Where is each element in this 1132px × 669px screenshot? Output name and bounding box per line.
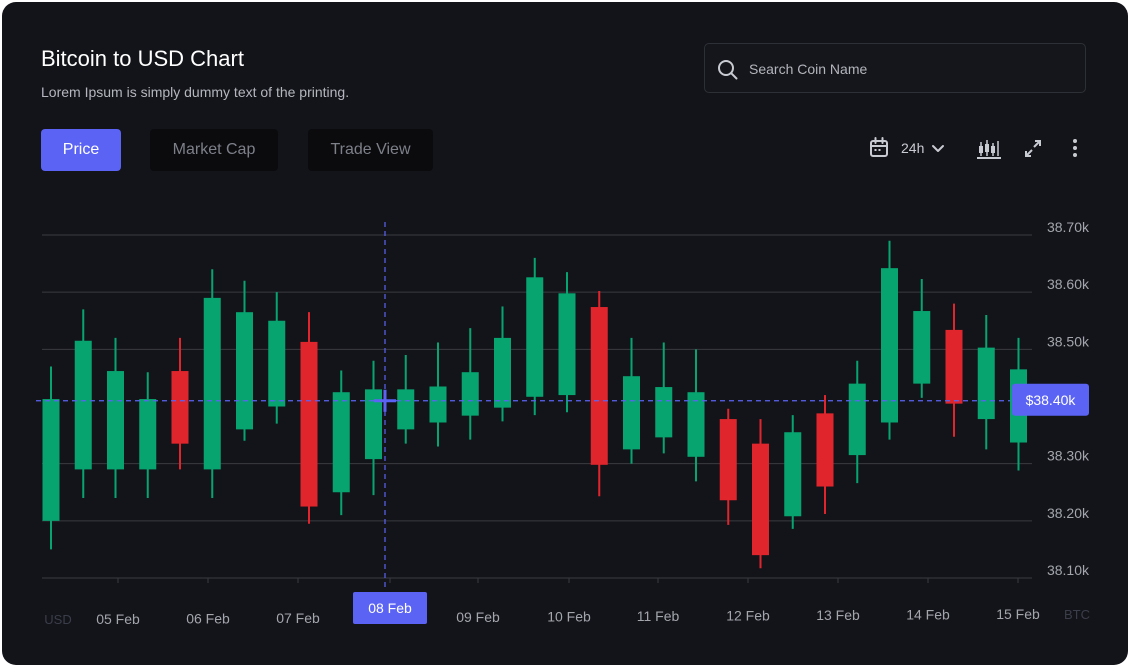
page-title: Bitcoin to USD Chart xyxy=(41,46,244,71)
tab-price[interactable]: Price xyxy=(41,129,121,171)
y-tick-label: 38.30k xyxy=(1047,448,1090,464)
x-tick-label: 14 Feb xyxy=(906,607,950,623)
candle-body-up xyxy=(268,320,286,407)
tab-market-cap[interactable]: Market Cap xyxy=(150,129,278,171)
candle-body-down xyxy=(171,371,189,444)
candle-body-up xyxy=(365,389,382,460)
calendar-icon[interactable] xyxy=(868,134,890,164)
crosshair-price-tag xyxy=(1012,383,1089,416)
candle-body-up xyxy=(526,277,544,397)
more-vertical-icon[interactable] xyxy=(1068,134,1082,164)
x-tick-label: 10 Feb xyxy=(547,609,591,625)
candle-body-up xyxy=(236,312,253,430)
x-axis-left-unit: USD xyxy=(44,612,71,627)
candle-body-up xyxy=(558,293,576,396)
candle-body-up xyxy=(687,392,705,457)
candle-body-up xyxy=(623,376,640,450)
y-tick-label: 38.10k xyxy=(1047,562,1090,578)
x-tick-label: 09 Feb xyxy=(456,609,500,625)
candlestick-icon[interactable] xyxy=(976,134,1002,164)
y-tick-label: 38.60k xyxy=(1047,276,1090,292)
x-axis-right-unit: BTC xyxy=(1064,607,1090,622)
range-selector-label[interactable]: 24h xyxy=(901,140,925,156)
chevron-down-icon[interactable] xyxy=(930,134,946,164)
candle-body-up xyxy=(913,311,931,384)
candle-body-down xyxy=(752,443,769,556)
candle-body-up xyxy=(42,399,60,521)
crosshair-date-tag xyxy=(353,592,427,624)
candle-body-up xyxy=(461,372,479,416)
search-box[interactable] xyxy=(704,43,1086,93)
candle-body-down xyxy=(945,329,963,404)
search-icon xyxy=(718,60,738,80)
candle-body-up xyxy=(784,432,802,517)
candle-body-up xyxy=(107,371,124,470)
candle-body-up xyxy=(494,337,511,408)
expand-icon[interactable] xyxy=(1022,134,1044,164)
candle-body-up xyxy=(977,347,995,420)
x-tick-label: 05 Feb xyxy=(96,611,140,627)
x-tick-label: 12 Feb xyxy=(726,608,770,624)
x-tick-label: 06 Feb xyxy=(186,611,230,627)
x-tick-label: 07 Feb xyxy=(276,610,320,626)
x-tick-label: 13 Feb xyxy=(816,607,860,623)
candle-body-down xyxy=(300,341,318,507)
candle-body-up xyxy=(139,399,157,470)
y-tick-label: 38.50k xyxy=(1047,333,1090,349)
search-input[interactable] xyxy=(747,56,1071,82)
x-tick-label: 15 Feb xyxy=(996,606,1040,622)
candle-body-down xyxy=(719,419,737,501)
crosshair-date-label: 08 Feb xyxy=(368,600,412,616)
candle-body-up xyxy=(332,392,350,493)
candle-body-up xyxy=(881,268,898,423)
x-tick-label: 11 Feb xyxy=(637,608,680,624)
crosshair-price-label: $38.40k xyxy=(1026,392,1077,408)
candle-body-up xyxy=(203,297,221,470)
candle-body-down xyxy=(590,307,608,465)
y-tick-label: 38.20k xyxy=(1047,505,1090,521)
page-subtitle: Lorem Ipsum is simply dummy text of the … xyxy=(41,84,350,100)
candle-body-down xyxy=(816,413,834,487)
y-tick-label: 38.70k xyxy=(1047,219,1090,235)
candle-body-up xyxy=(74,340,92,470)
candle-body-up xyxy=(397,389,415,430)
candle-body-up xyxy=(429,386,447,423)
candle-body-up xyxy=(848,383,866,456)
tab-trade-view[interactable]: Trade View xyxy=(308,129,433,171)
candle-body-up xyxy=(655,387,673,438)
